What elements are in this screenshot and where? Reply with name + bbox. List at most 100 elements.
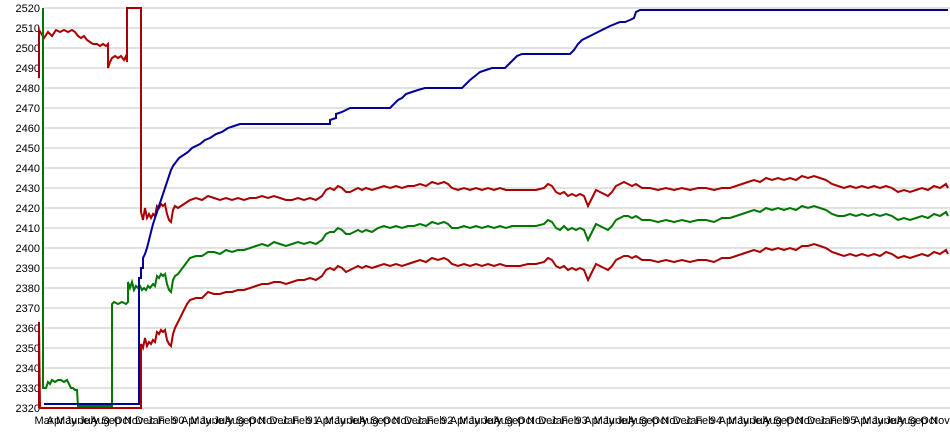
x-axis-tick-label: Feb [830, 415, 849, 427]
x-axis-tick-label: Sep [773, 415, 793, 427]
y-axis-tick-label: 2370 [16, 303, 40, 315]
x-axis-tick-label: Dec [538, 415, 558, 427]
x-axis-tick-label: Sep [370, 415, 390, 427]
x-axis-tick-label: Nov [393, 415, 413, 427]
x-axis-tick-label: May [325, 415, 346, 427]
y-axis-tick-label: 2330 [16, 383, 40, 395]
series-line-upper-dark-red [38, 7, 949, 225]
y-axis-tick-label: 2410 [16, 223, 40, 235]
series-line-middle-green [42, 8, 949, 407]
x-axis-tick-label: May [594, 415, 615, 427]
x-axis-tick-label: June [872, 415, 896, 427]
series-line-blue-stepped [44, 9, 948, 405]
x-axis-tick-label: Aug [897, 415, 917, 427]
x-axis-tick-label: Oct [517, 415, 534, 427]
x-axis-tick-label: Nov [661, 415, 681, 427]
x-axis-tick-label: Aug [90, 415, 110, 427]
y-axis-tick-label: 2350 [16, 343, 40, 355]
x-axis-tick-label: Apr [47, 415, 64, 427]
x-axis-tick-label: Sep [236, 415, 256, 427]
y-axis-tick-label: 2360 [16, 323, 40, 335]
x-axis-tick-label: 95 [844, 415, 856, 427]
y-axis-tick-label: 2390 [16, 263, 40, 275]
x-axis-tick-label: Dec [404, 415, 424, 427]
x-axis-tick-label: Sep [101, 415, 121, 427]
x-axis-tick-label: Jan [685, 415, 703, 427]
x-axis-tick-label: Nov [930, 415, 950, 427]
x-axis-tick-label: Dec [807, 415, 827, 427]
x-axis-tick-label: Nov [796, 415, 816, 427]
y-axis-tick-label: 2320 [16, 403, 40, 415]
y-axis-tick-label: 2520 [16, 3, 40, 15]
x-axis-tick-label: 91 [307, 415, 319, 427]
x-axis-tick-label: May [862, 415, 883, 427]
x-axis-tick-label: May [56, 415, 77, 427]
x-axis-tick-label: Jan [550, 415, 568, 427]
y-axis-tick-label: 2400 [16, 243, 40, 255]
x-axis-tick-label: Oct [920, 415, 937, 427]
x-axis-tick-label: Feb [292, 415, 311, 427]
x-axis-tick-label: Nov [258, 415, 278, 427]
x-axis-tick-label: Feb [695, 415, 714, 427]
x-axis-tick-label: Apr [584, 415, 601, 427]
x-axis-tick-label: July [348, 415, 368, 427]
y-axis-tick-label: 2430 [16, 183, 40, 195]
x-axis-tick-label: Nov [527, 415, 547, 427]
x-axis-tick-label: Aug [762, 415, 782, 427]
y-axis-tick-label: 2460 [16, 123, 40, 135]
x-axis-tick-label: July [617, 415, 637, 427]
x-axis-tick-label: Aug [225, 415, 245, 427]
x-axis-tick-label: Oct [383, 415, 400, 427]
y-axis-tick-label: 2500 [16, 43, 40, 55]
x-axis-tick-label: Apr [853, 415, 870, 427]
series-line-lower-dark-red [38, 242, 949, 409]
x-axis-tick-label: Nov [124, 415, 144, 427]
y-axis-tick-label: 2340 [16, 363, 40, 375]
x-axis-tick-label: Aug [493, 415, 513, 427]
x-axis-tick-label: Jan [147, 415, 165, 427]
x-axis-tick-label: Oct [248, 415, 265, 427]
x-axis-tick-label: Dec [673, 415, 693, 427]
x-axis-tick-label: Apr [181, 415, 198, 427]
x-axis-tick-label: June [603, 415, 627, 427]
x-axis-tick-label: Jan [416, 415, 434, 427]
x-axis-tick-label: Dec [269, 415, 289, 427]
x-axis-tick-label: Oct [651, 415, 668, 427]
x-axis-tick-label: Aug [628, 415, 648, 427]
x-axis-tick-label: May [459, 415, 480, 427]
x-axis-tick-label: 93 [575, 415, 587, 427]
x-axis-tick-label: June [66, 415, 90, 427]
y-axis-tick-label: 2480 [16, 83, 40, 95]
x-axis-tick-label: May [190, 415, 211, 427]
x-axis-tick-label: June [200, 415, 224, 427]
x-axis-tick-label: Sep [505, 415, 525, 427]
x-axis-tick-label: June [334, 415, 358, 427]
x-axis-tick-label: Apr [719, 415, 736, 427]
x-axis-tick-label: Apr [450, 415, 467, 427]
x-axis-tick-label: Jan [819, 415, 837, 427]
y-axis-tick-label: 2470 [16, 103, 40, 115]
x-axis-tick-label: June [469, 415, 493, 427]
x-axis-tick-label: Feb [427, 415, 446, 427]
x-axis-tick-label: May [728, 415, 749, 427]
x-axis-tick-label: 90 [172, 415, 184, 427]
y-axis-tick-label: 2440 [16, 163, 40, 175]
y-axis-tick-label: 2490 [16, 63, 40, 75]
y-axis-tick-label: 2510 [16, 23, 40, 35]
x-axis-tick-label: July [885, 415, 905, 427]
x-axis-tick-label: July [79, 415, 99, 427]
x-axis-tick-label: June [738, 415, 762, 427]
x-axis-tick-label: July [213, 415, 233, 427]
x-axis-tick-label: July [751, 415, 771, 427]
x-axis-tick-label: Oct [786, 415, 803, 427]
x-axis-tick-label: Dec [135, 415, 155, 427]
y-axis-tick-label: 2450 [16, 143, 40, 155]
x-axis-tick-label: Sep [639, 415, 659, 427]
x-axis-tick-label: Jan [282, 415, 300, 427]
x-axis-tick-label: Aug [359, 415, 379, 427]
x-axis-tick-label: Sep [908, 415, 928, 427]
x-axis-tick-label: 94 [710, 415, 722, 427]
y-axis-tick-label: 2420 [16, 203, 40, 215]
